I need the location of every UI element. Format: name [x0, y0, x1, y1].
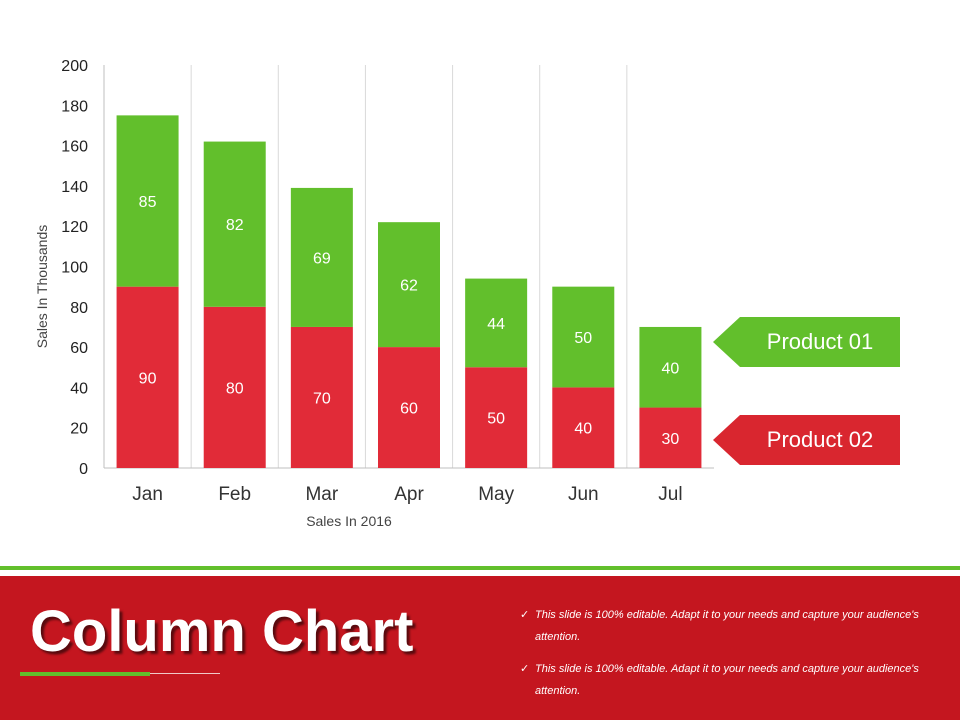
data-label: 90: [139, 370, 157, 387]
bar-product-02: [116, 286, 179, 468]
y-tick-label: 80: [70, 300, 88, 317]
y-tick-label: 200: [61, 58, 88, 75]
note-item: ✓ This slide is 100% editable. Adapt it t…: [520, 604, 930, 648]
column-chart: 0 20 40 60 80 100 120 140 160 180 200 90 85 Jan 80 82 Fe…: [34, 58, 714, 529]
legend-arrow: [713, 317, 740, 367]
legend-product-02: Product 02: [713, 415, 900, 465]
title-underline-thin: [150, 673, 220, 674]
bar-product-01: [378, 222, 440, 348]
slide-title: Column Chart: [30, 599, 414, 664]
data-label: 62: [400, 278, 418, 295]
y-tick-label: 160: [61, 139, 88, 156]
note-text: This slide is 100% editable. Adapt it to…: [535, 663, 919, 697]
data-label: 30: [662, 431, 680, 448]
x-tick-label: Apr: [394, 484, 424, 505]
data-label: 80: [226, 380, 244, 397]
data-label: 40: [574, 421, 592, 438]
bar-product-02: [552, 387, 615, 468]
data-label: 69: [313, 250, 331, 267]
data-label: 44: [487, 316, 505, 333]
y-tick-label: 140: [61, 179, 88, 196]
note-text: This slide is 100% editable. Adapt it to…: [535, 609, 919, 643]
bar-product-02: [639, 407, 702, 468]
bar-product-01: [639, 326, 702, 408]
data-label: 50: [487, 411, 505, 428]
footer-banner: Column Chart ✓ This slide is 100% editabl…: [0, 576, 960, 720]
legend-label-product-02: Product 02: [740, 415, 900, 465]
data-label: 85: [139, 194, 157, 211]
data-label: 60: [400, 401, 418, 418]
legend-arrow: [713, 415, 740, 465]
y-tick-label: 100: [61, 260, 88, 277]
checkmark-icon: ✓: [520, 609, 530, 621]
data-label: 50: [574, 330, 592, 347]
data-label: 70: [313, 390, 331, 407]
y-tick-label: 180: [61, 98, 88, 115]
legend-label-product-01: Product 01: [740, 317, 900, 367]
bar-product-01: [552, 286, 615, 388]
legend-product-01: Product 01: [713, 317, 900, 367]
title-underline-accent: [20, 672, 150, 676]
note-item: ✓ This slide is 100% editable. Adapt it t…: [520, 658, 930, 702]
x-tick-label: Jul: [658, 484, 682, 505]
y-tick-label: 0: [79, 461, 88, 478]
data-label: 40: [662, 360, 680, 377]
notes-list: ✓ This slide is 100% editable. Adapt it t…: [520, 604, 930, 712]
y-tick-label: 20: [70, 421, 88, 438]
bar-product-02: [290, 326, 353, 468]
x-tick-label: Jan: [132, 484, 163, 505]
x-tick-label: Feb: [218, 484, 251, 505]
bar-product-02: [465, 367, 528, 468]
x-tick-label: May: [478, 484, 514, 505]
x-axis-title: Sales In 2016: [306, 513, 392, 529]
bar-product-01: [465, 278, 528, 368]
bar-product-01: [290, 187, 353, 327]
x-tick-label: Jun: [568, 484, 599, 505]
checkmark-icon: ✓: [520, 663, 530, 675]
bar-product-01: [116, 115, 179, 287]
bar-product-02: [378, 347, 440, 468]
y-tick-label: 60: [70, 340, 88, 357]
data-label: 82: [226, 217, 244, 234]
bar-product-02: [203, 306, 266, 468]
y-tick-label: 40: [70, 380, 88, 397]
y-axis-title: Sales In Thousands: [34, 225, 50, 349]
divider-line: [0, 566, 960, 570]
x-tick-label: Mar: [305, 484, 338, 505]
bar-product-01: [203, 141, 266, 307]
y-tick-label: 120: [61, 219, 88, 236]
